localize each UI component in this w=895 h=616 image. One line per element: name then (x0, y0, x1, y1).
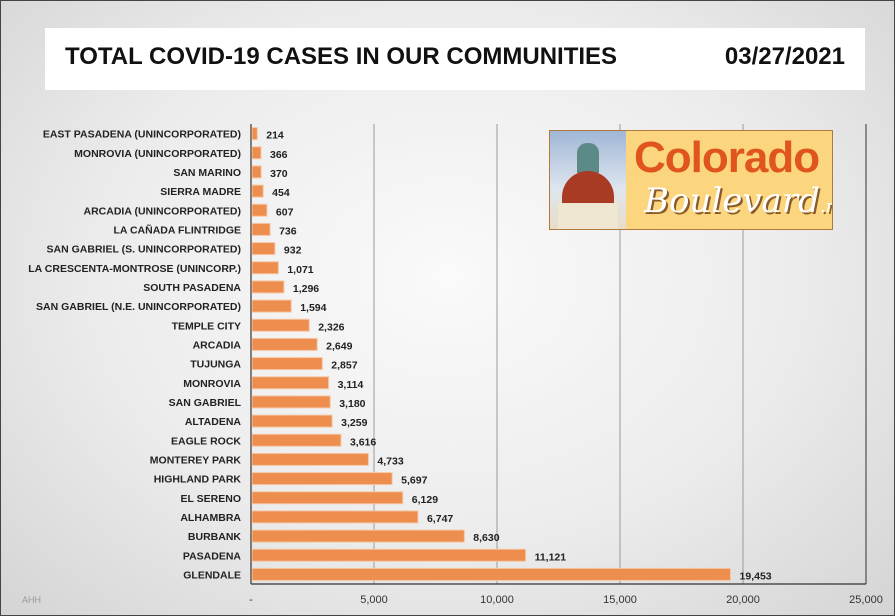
category-label: SOUTH PASADENA (143, 282, 241, 294)
category-label: TUJUNGA (190, 359, 241, 371)
bar (251, 222, 271, 236)
category-label: LA CRESCENTA-MONTROSE (UNINCORP.) (28, 263, 241, 275)
x-tick-label: 5,000 (360, 594, 388, 606)
data-label: 3,114 (338, 379, 364, 391)
data-label: 2,326 (318, 321, 344, 333)
bar (251, 357, 323, 371)
category-label: EAGLE ROCK (171, 435, 241, 447)
colorado-boulevard-logo[interactable]: Colorado Boulevard.net (549, 130, 833, 230)
data-label: 214 (266, 130, 284, 142)
x-tick-label: 10,000 (480, 594, 514, 606)
category-label: SAN MARINO (173, 167, 241, 179)
x-tick-label: - (249, 594, 253, 606)
bar (251, 491, 404, 505)
category-label: SAN GABRIEL (N.E. UNINCORPORATED) (36, 301, 241, 313)
bar (251, 184, 264, 198)
category-label: MONROVIA (183, 378, 241, 390)
data-label: 8,630 (473, 532, 499, 544)
category-label: ALHAMBRA (180, 512, 241, 524)
category-label: MONROVIA (UNINCORPORATED) (74, 148, 241, 160)
data-label: 3,616 (350, 436, 376, 448)
data-label: 736 (279, 225, 297, 237)
category-label: SAN GABRIEL (169, 397, 242, 409)
chart-title: TOTAL COVID-19 CASES IN OUR COMMUNITIES (65, 43, 618, 70)
bar (251, 510, 419, 524)
x-tick-label: 25,000 (849, 594, 883, 606)
bar (251, 548, 527, 562)
x-tick-label: 15,000 (603, 594, 637, 606)
category-label: ALTADENA (185, 416, 242, 428)
bar (251, 146, 262, 160)
bar (251, 165, 262, 179)
chart-date: 03/27/2021 (724, 43, 845, 70)
data-label: 6,129 (412, 494, 438, 506)
bar (251, 127, 258, 141)
data-label: 4,733 (377, 455, 403, 467)
bar (251, 299, 292, 313)
category-label: EAST PASADENA (UNINCORPORATED) (43, 129, 241, 141)
bar (251, 472, 393, 486)
category-label: LA CAÑADA FLINTRIDGE (113, 223, 241, 236)
data-label: 6,747 (427, 513, 453, 525)
bar (251, 318, 310, 332)
title-banner: TOTAL COVID-19 CASES IN OUR COMMUNITIES … (45, 28, 865, 90)
bar (251, 452, 369, 466)
bar (251, 261, 279, 275)
category-label: SAN GABRIEL (S. UNINCORPORATED) (47, 244, 241, 256)
bar (251, 376, 330, 390)
data-label: 11,121 (535, 551, 567, 563)
data-label: 454 (272, 187, 290, 199)
logo-line1: Colorado (634, 133, 820, 182)
data-label: 1,594 (300, 302, 326, 314)
city-hall-dome-image (550, 131, 626, 229)
data-label: 932 (284, 245, 302, 257)
bar (251, 242, 276, 256)
data-label: 5,697 (401, 475, 427, 487)
category-label: ARCADIA (UNINCORPORATED) (84, 205, 242, 217)
data-label: 1,296 (293, 283, 319, 295)
bar (251, 433, 342, 447)
data-label: 19,453 (740, 570, 772, 582)
data-label: 3,259 (341, 417, 367, 429)
category-label: BURBANK (188, 531, 241, 543)
data-label: 2,649 (326, 340, 352, 352)
category-label: ARCADIA (193, 339, 242, 351)
category-label: MONTEREY PARK (150, 454, 242, 466)
bar (251, 280, 285, 294)
bar (251, 529, 465, 543)
bar (251, 395, 331, 409)
data-label: 366 (270, 149, 288, 161)
bar (251, 567, 732, 581)
category-label: SIERRA MADRE (160, 186, 241, 198)
logo-line2: Boulevard.net (644, 181, 832, 221)
bar (251, 203, 268, 217)
data-label: 2,857 (331, 360, 357, 372)
data-label: 370 (270, 168, 288, 180)
author-watermark: AHH (22, 595, 42, 605)
bar (251, 337, 318, 351)
data-label: 607 (276, 206, 294, 218)
bar (251, 414, 333, 428)
category-label: PASADENA (183, 550, 242, 562)
category-label: EL SERENO (181, 493, 242, 505)
category-label: TEMPLE CITY (172, 320, 241, 332)
data-label: 3,180 (339, 398, 365, 410)
data-label: 1,071 (287, 264, 313, 276)
category-label: HIGHLAND PARK (154, 474, 242, 486)
x-tick-label: 20,000 (726, 594, 760, 606)
category-label: GLENDALE (183, 569, 241, 581)
